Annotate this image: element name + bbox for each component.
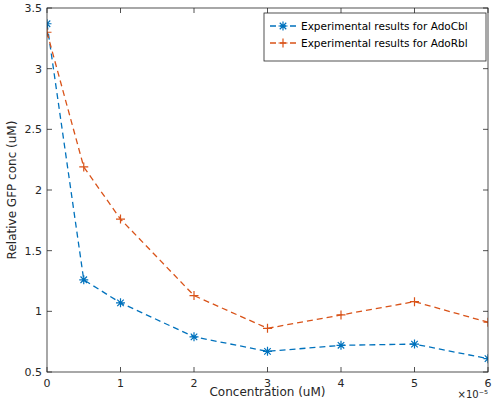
x-tick <box>341 367 342 372</box>
x-tick <box>120 8 121 13</box>
y-tick-label: 3 <box>35 63 42 76</box>
x-tick-label: 5 <box>411 377 418 390</box>
marker <box>190 291 199 300</box>
y-tick-label: 3.5 <box>25 2 43 15</box>
marker <box>279 39 288 48</box>
marker <box>337 310 346 319</box>
y-tick <box>47 68 52 69</box>
marker <box>190 332 199 341</box>
marker <box>279 22 288 31</box>
background <box>0 0 500 407</box>
x-tick <box>194 367 195 372</box>
x-tick <box>267 8 268 13</box>
x-tick <box>414 8 415 13</box>
x-tick <box>267 367 268 372</box>
x-tick <box>341 8 342 13</box>
marker <box>263 324 272 333</box>
marker <box>263 347 272 356</box>
y-tick <box>47 129 52 130</box>
y-tick-label: 2 <box>35 184 42 197</box>
marker <box>410 297 419 306</box>
marker <box>79 162 88 171</box>
y-tick <box>483 311 488 312</box>
x-tick-label: 4 <box>338 377 345 390</box>
marker <box>47 19 52 28</box>
y-tick <box>483 250 488 251</box>
y-tick-label: 1 <box>35 305 42 318</box>
y-tick <box>47 250 52 251</box>
marker <box>79 275 88 284</box>
x-tick-label: 2 <box>191 377 198 390</box>
marker <box>116 215 125 224</box>
legend-label: Experimental results for AdoRbl <box>301 37 468 49</box>
marker <box>410 340 419 349</box>
y-tick <box>47 190 52 191</box>
y-tick <box>483 68 488 69</box>
x-tick-label: 1 <box>117 377 124 390</box>
y-tick <box>47 311 52 312</box>
x-tick <box>414 367 415 372</box>
y-tick-label: 0.5 <box>25 366 43 379</box>
series-line <box>47 32 488 328</box>
marker <box>116 298 125 307</box>
legend-box <box>264 13 486 61</box>
chart: 01234560.511.522.533.5Concentration (uM)… <box>0 0 500 407</box>
y-tick <box>483 129 488 130</box>
legend-label: Experimental results for AdoCbl <box>301 20 468 32</box>
x-exponent: ×10⁻⁵ <box>458 389 488 400</box>
x-tick-label: 0 <box>44 377 51 390</box>
marker <box>337 341 346 350</box>
legend: Experimental results for AdoCbl Experimen… <box>264 13 486 61</box>
marker <box>484 318 489 327</box>
marker <box>47 28 52 37</box>
x-tick <box>194 8 195 13</box>
series-group <box>47 19 488 363</box>
y-tick-label: 1.5 <box>25 245 43 258</box>
y-tick-label: 2.5 <box>25 123 43 136</box>
y-axis-label: Relative GFP conc (uM) <box>5 121 19 260</box>
x-tick <box>120 367 121 372</box>
y-tick <box>483 190 488 191</box>
marker <box>484 354 489 363</box>
x-axis-label: Concentration (uM) <box>209 385 325 399</box>
plot-area <box>47 8 488 372</box>
plot-frame <box>47 8 488 372</box>
series-line <box>47 24 488 359</box>
